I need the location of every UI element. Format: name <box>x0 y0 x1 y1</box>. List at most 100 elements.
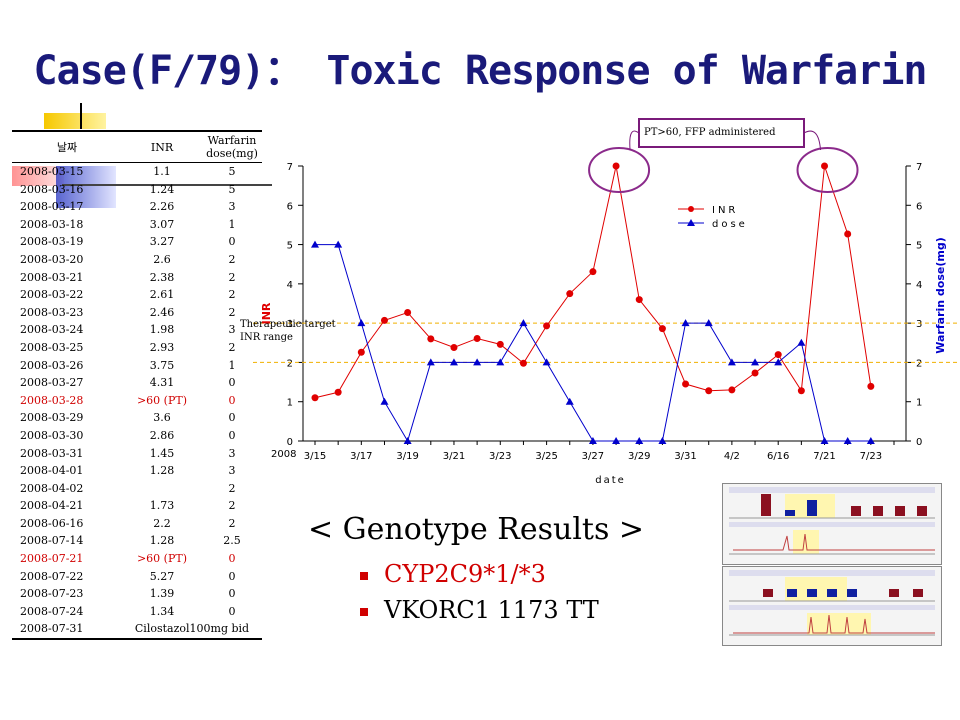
cell-dose: 3 <box>228 200 236 214</box>
x-tick-label: 7/21 <box>813 451 835 462</box>
y2-tick-label: 0 <box>916 437 922 448</box>
x-tick-label: 7/23 <box>860 451 882 462</box>
cell-inr: 3.07 <box>149 217 175 231</box>
cell-inr: 1.73 <box>149 499 175 513</box>
x-tick-label: 3/23 <box>489 451 511 462</box>
genotype-image-1 <box>722 483 942 565</box>
cell-date: 2008-03-20 <box>20 252 84 266</box>
cell-inr: 2.93 <box>149 340 175 354</box>
cell-inr: 1.28 <box>149 534 175 548</box>
dose-point <box>334 240 343 248</box>
cell-inr: 2.38 <box>149 270 175 284</box>
decor-line <box>62 184 272 186</box>
peak-highlight-ellipse <box>588 147 651 193</box>
cell-date: 2008-03-15 <box>20 165 84 178</box>
table-row: 2008-03-24 1.98 3 <box>12 321 262 339</box>
col-date-header: 날짜 <box>12 130 122 163</box>
dose-point <box>496 358 505 366</box>
cell-date: 2008-07-22 <box>20 569 84 583</box>
cell-dose: 3 <box>228 323 236 337</box>
genotype-title: < Genotype Results > <box>308 512 645 547</box>
cell-date: 2008-03-31 <box>20 446 84 460</box>
cell-inr: 3.27 <box>149 235 175 249</box>
cell-inr: 1.1 <box>153 165 171 178</box>
bullet-icon <box>360 571 368 580</box>
table-row: 2008-07-24 1.34 0 <box>12 603 262 621</box>
x-tick-label: 6/16 <box>767 451 789 462</box>
table-row: 2008-03-27 4.31 0 <box>12 374 262 392</box>
inr-point <box>496 340 504 348</box>
table-row: 2008-03-15 1.1 5 <box>12 163 262 181</box>
cell-date: 2008-03-30 <box>20 428 84 442</box>
genotype-image-2-graphic <box>729 570 935 636</box>
inr-dose-chart: 0 0 1 1 2 2 3 3 4 4 5 5 6 6 7 7 Therapeutic target INR ra… <box>240 118 960 486</box>
callout-text: PT>60, FFP administered <box>644 127 776 138</box>
dose-point <box>311 240 319 248</box>
cell-inr: 4.31 <box>149 376 175 390</box>
dose-point <box>380 397 389 405</box>
cell-inr: 2.86 <box>149 428 175 442</box>
x-tick-label: 3/27 <box>582 451 604 462</box>
dose-point <box>658 437 667 444</box>
cell-dose: 3 <box>228 446 236 460</box>
cell-dose: 2 <box>228 305 236 319</box>
table-row: 2008-07-21 >60 (PT) 0 <box>12 550 262 568</box>
dose-point <box>751 358 760 366</box>
dose-point <box>426 358 435 366</box>
cell-date: 2008-03-16 <box>20 182 84 196</box>
cell-date: 2008-03-29 <box>20 411 84 425</box>
cell-date: 2008-03-17 <box>20 200 84 214</box>
cell-inr: 1.28 <box>149 464 175 478</box>
y-tick-label: 7 <box>287 162 293 173</box>
y2-tick-label: 6 <box>916 201 922 212</box>
y-axis-title: INR <box>260 302 273 324</box>
table-row: 2008-03-18 3.07 1 <box>12 216 262 234</box>
x-tick-label: 3/17 <box>350 451 372 462</box>
y-tick-label: 5 <box>287 241 293 252</box>
cell-dose: 0 <box>228 569 236 583</box>
inr-point <box>450 344 458 351</box>
cell-inr: 1.98 <box>149 323 175 337</box>
cell-date: 2008-03-21 <box>20 270 84 284</box>
cell-date: 2008-03-27 <box>20 376 84 390</box>
inr-point <box>705 387 713 395</box>
cell-inr: 2.46 <box>149 305 175 319</box>
cell-dose: 5 <box>228 165 236 178</box>
legend-marker <box>687 219 695 226</box>
dose-point <box>635 437 644 444</box>
cell-date: 2008-03-19 <box>20 235 84 249</box>
x-tick-label: 3/21 <box>443 451 465 462</box>
cell-dose: 2 <box>228 499 236 513</box>
dose-point <box>449 358 458 366</box>
x-tick-label: 3/15 <box>304 451 326 462</box>
inr-dose-table: 날짜 INR Warfarin dose(mg) 2008-03-15 1.1 5 2… <box>12 130 262 641</box>
inr-point <box>357 348 365 356</box>
cell-inr: 2.2 <box>153 516 171 530</box>
cell-date: 2008-04-21 <box>20 499 84 513</box>
dose-point <box>797 338 806 346</box>
cell-dose: 5 <box>228 182 236 196</box>
decor-red-block <box>12 166 64 186</box>
cell-inr: 2.26 <box>149 200 175 214</box>
decor-blue-block <box>56 166 116 208</box>
x-tick-label: 3/25 <box>535 451 557 462</box>
cell-inr: 2.6 <box>153 252 171 266</box>
cell-inr: 2.61 <box>149 288 175 302</box>
y2-tick-label: 7 <box>916 162 922 173</box>
table-row: 2008-07-14 1.28 2.5 <box>12 532 262 550</box>
inr-point <box>380 316 388 324</box>
table-row: 2008-07-22 5.27 0 <box>12 568 262 586</box>
dose-point <box>403 437 412 444</box>
inr-point <box>867 382 875 390</box>
table-row: 2008-03-28 >60 (PT) 0 <box>12 392 262 410</box>
cell-date: 2008-03-25 <box>20 340 84 354</box>
x-tick-label: 4/2 <box>724 451 740 462</box>
cell-inr: >60 (PT) <box>136 393 188 407</box>
cell-dose: 2 <box>228 270 236 284</box>
cell-dose: 0 <box>228 604 236 618</box>
callout-arrow <box>629 130 640 151</box>
dose-point <box>519 319 528 327</box>
inr-point <box>635 296 643 304</box>
y-tick-label: 4 <box>287 280 293 291</box>
cell-date: 2008-07-23 <box>20 587 84 601</box>
